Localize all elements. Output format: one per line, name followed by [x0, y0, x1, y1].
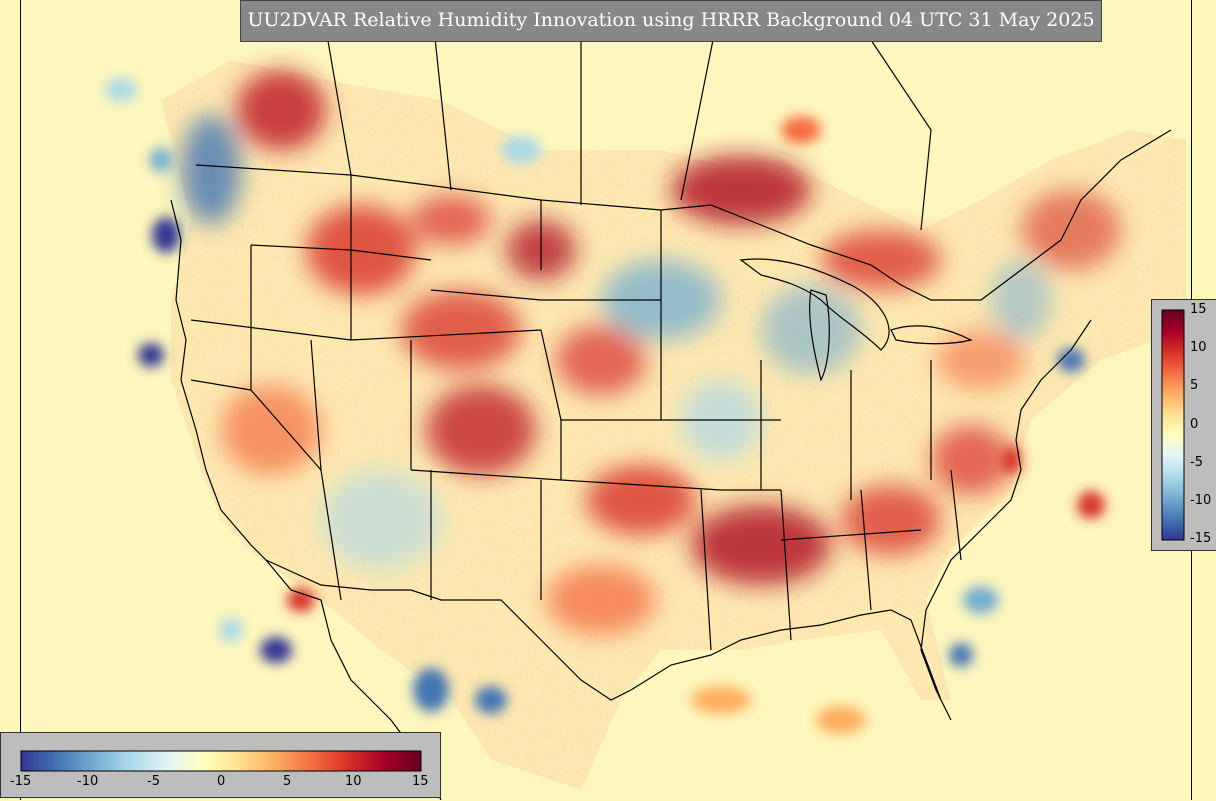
colorbar-v-tick-3: 0	[1190, 417, 1199, 432]
colorbar-h-tick-4: 5	[283, 774, 292, 789]
colorbar-vertical: 15 10 5 0 -5 -10 -15	[1151, 299, 1216, 551]
colorbar-v-tick-2: -5	[1190, 455, 1203, 470]
great-lakes	[739, 258, 890, 351]
colorbar-v-tick-1: -10	[1190, 493, 1212, 508]
state-lines-south	[320, 469, 962, 651]
colorbar-h-tick-3: 0	[217, 774, 226, 789]
colorbar-vertical-gradient	[1161, 309, 1185, 541]
colorbar-v-tick-4: 5	[1190, 378, 1199, 393]
innovation-field	[21, 0, 1191, 800]
colorbar-horizontal-gradient	[20, 750, 422, 772]
colorbar-h-tick-2: -5	[147, 774, 160, 789]
colorbar-h-tick-5: 10	[345, 774, 362, 789]
colorbar-v-tick-5: 10	[1190, 340, 1207, 355]
map-area[interactable]	[20, 0, 1192, 800]
colorbar-h-tick-0: -15	[10, 774, 32, 789]
boundaries	[170, 0, 1172, 800]
colorbar-h-tick-6: 15	[412, 774, 429, 789]
lake-michigan	[809, 289, 830, 382]
colorbar-h-tick-1: -10	[77, 774, 99, 789]
anomaly-blobs-broad	[181, 70, 1121, 635]
state-lines-central	[410, 329, 932, 500]
colorbar-v-tick-6: 15	[1190, 302, 1207, 317]
state-lines-north	[190, 175, 662, 341]
us-west-coast	[170, 199, 442, 800]
anomaly-blobs-offshore	[105, 78, 1105, 734]
colorbar-v-tick-0: -15	[1190, 531, 1212, 546]
mexico-us-border	[265, 559, 632, 701]
lake-erie	[890, 325, 973, 345]
colorbar-horizontal: -15 -10 -5 0 5 10 15	[0, 732, 441, 798]
state-lines-west	[190, 245, 322, 471]
canada-us-border	[195, 129, 1172, 301]
canada-provinces	[320, 0, 932, 231]
gulf-coast	[630, 319, 1092, 721]
map-title: UU2DVAR Relative Humidity Innovation usi…	[240, 0, 1102, 42]
